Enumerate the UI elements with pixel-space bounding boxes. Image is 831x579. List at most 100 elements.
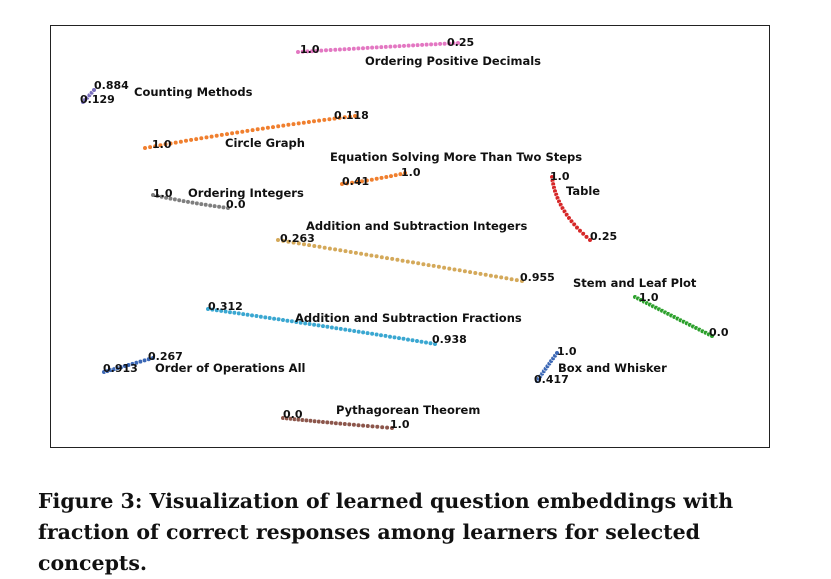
point-addition-and-subtraction-integers (462, 268, 468, 274)
point-pythagorean-theorem (355, 422, 362, 428)
series-label-equation-solving-more-than-two-steps: Equation Solving More Than Two Steps (330, 150, 582, 164)
series-box-and-whisker (534, 350, 560, 384)
point-ordering-positive-decimals (410, 42, 416, 49)
point-addition-and-subtraction-fractions (324, 324, 331, 330)
point-addition-and-subtraction-integers (301, 241, 307, 247)
point-equation-solving-more-than-two-steps (354, 179, 360, 185)
point-addition-and-subtraction-fractions (262, 314, 268, 321)
point-ordering-integers (225, 205, 231, 211)
point-addition-and-subtraction-fractions (418, 339, 425, 345)
start-value-label-addition-and-subtraction-integers: 0.263 (280, 232, 315, 245)
point-table (571, 221, 577, 227)
point-addition-and-subtraction-fractions (356, 329, 362, 335)
point-addition-and-subtraction-integers (280, 238, 286, 244)
start-value-label-addition-and-subtraction-fractions: 0.312 (208, 300, 243, 313)
point-pythagorean-theorem (365, 423, 371, 429)
point-addition-and-subtraction-integers (394, 257, 401, 263)
point-addition-and-subtraction-integers (431, 263, 437, 269)
plot-frame (50, 25, 770, 448)
series-circle-graph (142, 113, 358, 151)
point-addition-and-subtraction-fractions (271, 316, 277, 322)
point-addition-and-subtraction-integers (509, 276, 515, 282)
point-circle-graph (173, 140, 179, 146)
point-addition-and-subtraction-integers (493, 273, 499, 280)
point-table (583, 234, 590, 240)
series-ordering-integers (150, 192, 231, 211)
point-addition-and-subtraction-integers (451, 266, 458, 273)
point-equation-solving-more-than-two-steps (349, 180, 355, 186)
point-pythagorean-theorem (369, 423, 376, 430)
series-counting-methods (80, 87, 97, 105)
series-equation-solving-more-than-two-steps (339, 170, 408, 187)
point-ordering-positive-decimals (428, 41, 434, 48)
point-addition-and-subtraction-fractions (432, 341, 438, 347)
point-ordering-integers (185, 199, 191, 205)
point-pythagorean-theorem (333, 420, 339, 426)
point-addition-and-subtraction-integers (457, 267, 463, 273)
point-addition-and-subtraction-integers (514, 277, 520, 283)
point-addition-and-subtraction-fractions (374, 331, 380, 338)
point-addition-and-subtraction-fractions (365, 330, 371, 336)
point-ordering-integers (172, 196, 178, 202)
point-circle-graph (152, 143, 158, 149)
point-circle-graph (178, 139, 184, 145)
point-addition-and-subtraction-integers (327, 246, 333, 252)
point-ordering-positive-decimals (455, 40, 461, 46)
point-circle-graph (342, 114, 348, 120)
point-addition-and-subtraction-integers (477, 271, 484, 277)
series-label-ordering-positive-decimals: Ordering Positive Decimals (365, 54, 541, 68)
point-addition-and-subtraction-integers (322, 245, 328, 251)
point-addition-and-subtraction-integers (332, 246, 338, 252)
end-value-label-equation-solving-more-than-two-steps: 1.0 (401, 166, 421, 179)
point-addition-and-subtraction-fractions (338, 326, 344, 332)
point-addition-and-subtraction-integers (441, 265, 447, 271)
point-equation-solving-more-than-two-steps (364, 177, 370, 184)
point-addition-and-subtraction-integers (374, 253, 380, 259)
point-addition-and-subtraction-fractions (289, 318, 295, 324)
point-circle-graph (265, 125, 271, 131)
point-table (574, 225, 580, 231)
end-value-label-addition-and-subtraction-integers: 0.955 (520, 271, 555, 284)
point-addition-and-subtraction-fractions (378, 332, 384, 338)
point-ordering-positive-decimals (419, 42, 425, 48)
point-circle-graph (331, 115, 338, 122)
point-pythagorean-theorem (329, 420, 335, 426)
point-ordering-positive-decimals (328, 47, 334, 53)
end-value-label-stem-and-leaf-plot: 0.0 (709, 326, 729, 339)
point-addition-and-subtraction-fractions (400, 336, 407, 342)
point-ordering-positive-decimals (332, 47, 338, 53)
point-addition-and-subtraction-integers (415, 260, 421, 266)
point-addition-and-subtraction-integers (342, 248, 349, 254)
point-equation-solving-more-than-two-steps (369, 177, 375, 183)
end-value-label-order-of-operations-all: 0.267 (148, 350, 183, 363)
point-addition-and-subtraction-integers (488, 273, 494, 279)
point-equation-solving-more-than-two-steps (374, 176, 380, 182)
point-addition-and-subtraction-fractions (414, 338, 420, 344)
point-circle-graph (224, 131, 230, 137)
point-circle-graph (229, 130, 235, 136)
start-value-label-equation-solving-more-than-two-steps: 0.41 (342, 175, 369, 188)
figure-caption: Figure 3: Visualization of learned quest… (38, 489, 734, 575)
point-circle-graph (219, 132, 225, 138)
point-addition-and-subtraction-integers (519, 278, 525, 284)
point-equation-solving-more-than-two-steps (402, 170, 408, 176)
series-label-addition-and-subtraction-fractions: Addition and Subtraction Fractions (295, 311, 522, 325)
point-addition-and-subtraction-fractions (347, 327, 353, 333)
point-addition-and-subtraction-integers (379, 254, 385, 260)
point-ordering-integers (198, 201, 204, 207)
point-addition-and-subtraction-fractions (280, 317, 286, 323)
point-addition-and-subtraction-fractions (253, 313, 260, 319)
point-addition-and-subtraction-integers (472, 270, 478, 276)
series-ordering-positive-decimals (295, 40, 461, 55)
point-addition-and-subtraction-integers (368, 252, 375, 259)
end-value-label-addition-and-subtraction-fractions: 0.938 (432, 333, 467, 346)
point-ordering-positive-decimals (355, 45, 362, 52)
point-addition-and-subtraction-integers (348, 249, 354, 255)
point-ordering-positive-decimals (337, 46, 343, 53)
point-pythagorean-theorem (320, 419, 326, 425)
point-ordering-positive-decimals (437, 41, 443, 47)
series-label-stem-and-leaf-plot: Stem and Leaf Plot (573, 276, 697, 290)
point-stem-and-leaf-plot (709, 333, 715, 339)
point-ordering-integers (176, 197, 182, 203)
point-addition-and-subtraction-integers (420, 261, 427, 267)
